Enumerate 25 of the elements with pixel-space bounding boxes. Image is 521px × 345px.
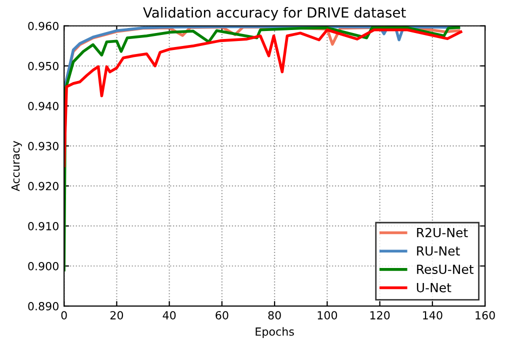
- x-tick-label: 20: [110, 311, 124, 320]
- x-tick-label: 160: [476, 311, 495, 320]
- line-series: [64, 28, 462, 168]
- x-tick-label: 80: [268, 311, 281, 320]
- y-tick-label: 0.910: [28, 222, 58, 230]
- y-tick-label: 0.920: [28, 182, 58, 190]
- y-tick-label: 0.890: [28, 302, 58, 310]
- y-axis-title: Accuracy: [11, 140, 22, 192]
- x-tick-label: 140: [423, 311, 442, 320]
- x-tick-label: 120: [370, 311, 390, 320]
- legend-label: R2U-Net: [417, 228, 468, 238]
- y-tick-label: 0.930: [28, 142, 58, 150]
- x-tick-label: 0: [61, 311, 67, 320]
- x-tick-label: 60: [216, 311, 228, 320]
- x-axis-title: Epochs: [256, 327, 294, 338]
- x-tick-label: 100: [318, 311, 338, 320]
- y-tick-label: 0.950: [28, 62, 58, 70]
- legend-label: U-Net: [416, 283, 452, 292]
- y-tick-label: 0.960: [28, 22, 58, 30]
- chart-title: Validation accuracy for DRIVE dataset: [143, 6, 406, 20]
- legend-label: RU-Net: [417, 246, 460, 256]
- legend-label: ResU-Net: [417, 264, 474, 274]
- x-tick-label: 40: [162, 311, 176, 320]
- y-tick-label: 0.900: [28, 262, 58, 270]
- y-tick-label: 0.940: [28, 102, 58, 110]
